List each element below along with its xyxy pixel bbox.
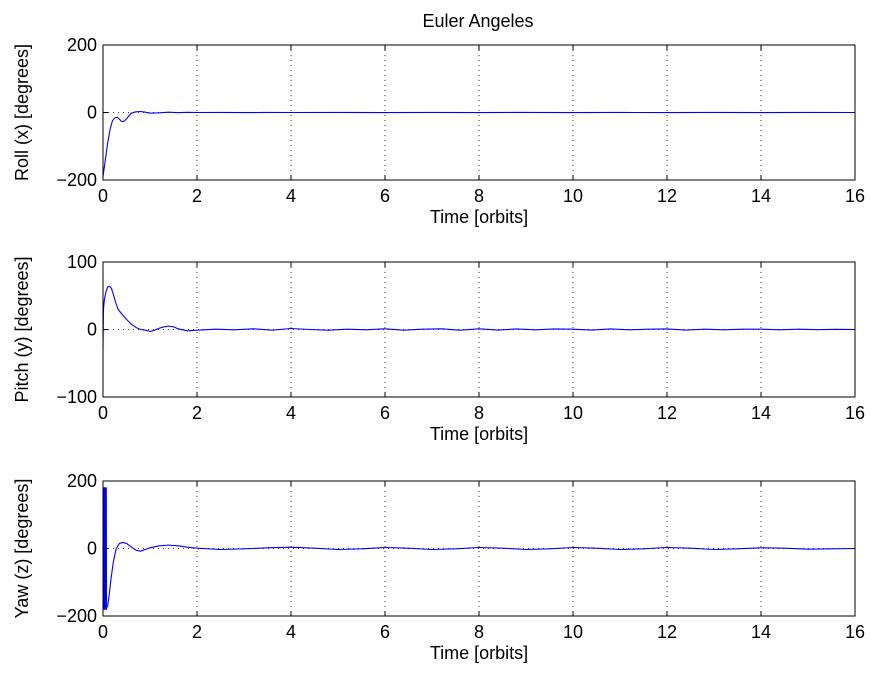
yaw-xtick-label: 10 bbox=[563, 622, 583, 642]
pitch-series-line bbox=[103, 285, 855, 350]
roll-xtick-label: 14 bbox=[751, 186, 771, 206]
roll-xtick-label: 12 bbox=[657, 186, 677, 206]
pitch-xtick-label: 10 bbox=[563, 403, 583, 423]
pitch-xtick-label: 16 bbox=[845, 403, 865, 423]
yaw-xtick-label: 2 bbox=[192, 622, 202, 642]
pitch-ytick-label: 0 bbox=[87, 320, 97, 340]
yaw-ytick-label: −200 bbox=[56, 606, 97, 626]
pitch-xtick-label: 8 bbox=[474, 403, 484, 423]
roll-ytick-label: 200 bbox=[67, 35, 97, 55]
yaw-ylabel: Yaw (z) [degrees] bbox=[12, 479, 32, 619]
roll-xtick-label: 16 bbox=[845, 186, 865, 206]
yaw-xtick-label: 0 bbox=[98, 622, 108, 642]
yaw-series-line bbox=[103, 487, 855, 610]
roll-ytick-label: 0 bbox=[87, 103, 97, 123]
yaw-xtick-label: 8 bbox=[474, 622, 484, 642]
yaw-axes-box bbox=[102, 480, 856, 617]
roll-xtick-label: 4 bbox=[286, 186, 296, 206]
pitch-xlabel: Time [orbits] bbox=[430, 424, 528, 444]
yaw-xtick-label: 4 bbox=[286, 622, 296, 642]
roll-xlabel: Time [orbits] bbox=[430, 207, 528, 227]
figure-title: Euler Angeles bbox=[422, 11, 533, 31]
yaw-xtick-label: 6 bbox=[380, 622, 390, 642]
roll-xtick-label: 6 bbox=[380, 186, 390, 206]
pitch-xtick-label: 14 bbox=[751, 403, 771, 423]
roll-xtick-label: 10 bbox=[563, 186, 583, 206]
roll-axes-box bbox=[102, 44, 856, 181]
roll-ylabel: Roll (x) [degrees] bbox=[12, 44, 32, 181]
roll-xtick-label: 8 bbox=[474, 186, 484, 206]
roll-xtick-label: 2 bbox=[192, 186, 202, 206]
yaw-ytick-label: 0 bbox=[87, 539, 97, 559]
yaw-xlabel: Time [orbits] bbox=[430, 643, 528, 663]
roll-ytick-label: −200 bbox=[56, 170, 97, 190]
pitch-ytick-label: 100 bbox=[67, 252, 97, 272]
pitch-xtick-label: 6 bbox=[380, 403, 390, 423]
pitch-xtick-label: 2 bbox=[192, 403, 202, 423]
pitch-xtick-label: 12 bbox=[657, 403, 677, 423]
pitch-ylabel: Pitch (y) [degrees] bbox=[12, 256, 32, 402]
yaw-xtick-label: 16 bbox=[845, 622, 865, 642]
yaw-xtick-label: 12 bbox=[657, 622, 677, 642]
yaw-xtick-label: 14 bbox=[751, 622, 771, 642]
pitch-xtick-label: 0 bbox=[98, 403, 108, 423]
yaw-ytick-label: 200 bbox=[67, 471, 97, 491]
roll-series-line bbox=[103, 110, 855, 177]
pitch-xtick-label: 4 bbox=[286, 403, 296, 423]
pitch-axes-box bbox=[102, 261, 856, 398]
pitch-ytick-label: −100 bbox=[56, 387, 97, 407]
roll-xtick-label: 0 bbox=[98, 186, 108, 206]
